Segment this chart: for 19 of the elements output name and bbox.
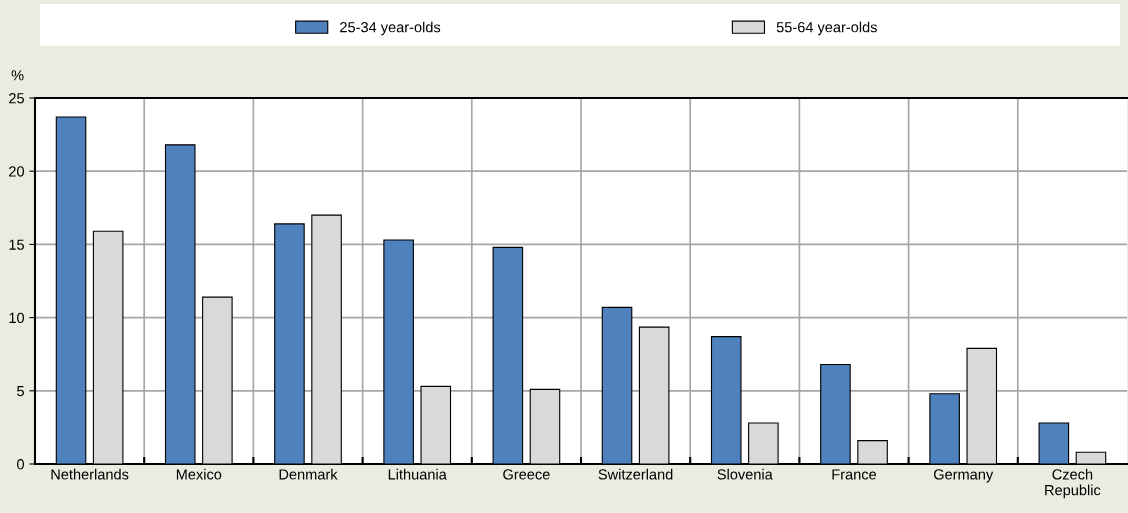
x-tick-label: Switzerland [598,468,673,480]
x-tick-label: Netherlands [51,468,129,480]
x-tick-label: Mexico [176,468,222,480]
y-axis-title: % [11,70,24,81]
x-tick-label: Germany [933,469,994,483]
x-tick-label: Czech Republic [1045,468,1101,499]
y-tick-label: 0 [17,459,25,470]
legend-label: 25-34 year-olds [340,21,441,36]
y-tick-label: 10 [9,312,25,324]
y-tick-label: 25 [9,93,24,104]
x-tick-label: Greece [503,469,550,480]
x-tick-label: Lithuania [388,468,447,480]
x-tick-label: Slovenia [717,468,773,480]
y-tick-label: 5 [17,386,24,397]
x-tick-label: France [832,469,877,480]
y-tick-label: 15 [9,239,24,250]
x-tick-label: Denmark [279,468,338,480]
y-tick-label: 20 [9,166,25,177]
legend-label: 55-64 year-olds [776,21,877,36]
